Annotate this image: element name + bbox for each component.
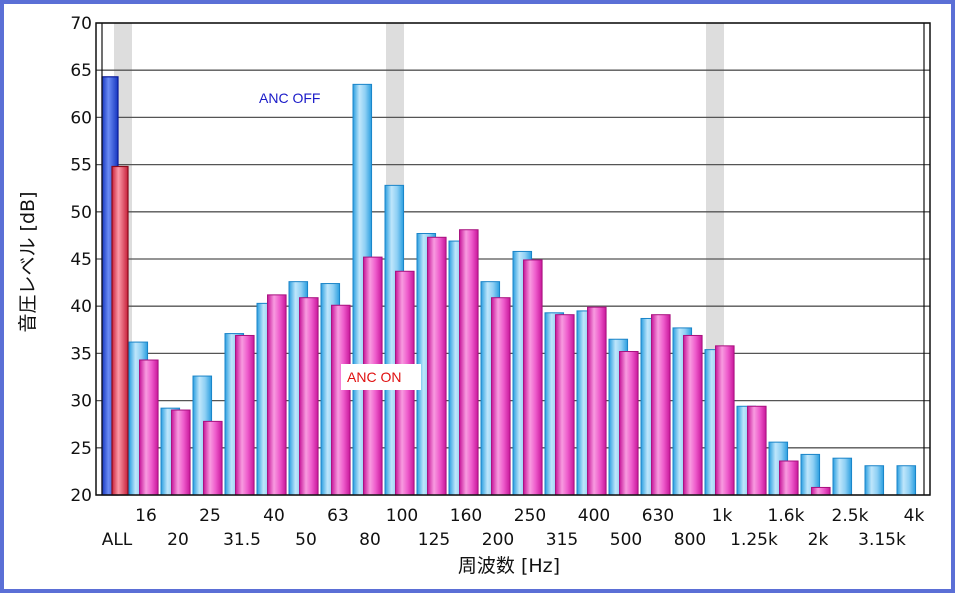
bar-anc-on	[299, 297, 319, 496]
x-tick-label: 4k	[904, 506, 925, 526]
y-tick-label: 25	[70, 439, 92, 459]
bar-anc-on	[203, 420, 223, 496]
bar-anc-on	[171, 409, 191, 496]
bar-anc-on	[811, 486, 831, 496]
x-tick-label: 800	[674, 530, 706, 550]
bar-anc-on	[235, 334, 255, 496]
bar-anc-off	[832, 457, 853, 496]
x-tick-label: 16	[135, 506, 157, 526]
y-tick-label: 65	[70, 61, 92, 81]
y-tick-label: 30	[70, 392, 92, 412]
bar-anc-on	[459, 229, 479, 496]
x-tick-label: 31.5	[223, 530, 261, 550]
x-tick-label: 500	[610, 530, 642, 550]
x-tick-label: 2k	[808, 530, 829, 550]
bar-anc-on	[747, 405, 767, 496]
x-tick-label: 2.5k	[832, 506, 869, 526]
y-axis-label: 音圧レベル [dB]	[17, 192, 39, 333]
bar-anc-on	[523, 259, 543, 496]
bar-anc-on	[587, 306, 607, 496]
bar-anc-on	[651, 314, 671, 496]
annotation-anc-on-box	[341, 364, 421, 390]
x-tick-label: 80	[359, 530, 381, 550]
x-tick-label: 250	[514, 506, 546, 526]
x-tick-label: 200	[482, 530, 514, 550]
y-tick-label: 35	[70, 344, 92, 364]
bar-anc-on	[491, 297, 511, 496]
bar-anc-on	[619, 351, 639, 496]
x-tick-label: 1.25k	[730, 530, 778, 550]
bar-anc-on	[683, 334, 703, 496]
x-tick-label: 125	[418, 530, 450, 550]
annotation-anc-on: ANC ON	[347, 369, 401, 385]
annotation-anc-off: ANC OFF	[259, 90, 320, 106]
bar-anc-on	[715, 345, 735, 496]
x-tick-label: 50	[295, 530, 317, 550]
y-tick-label: 70	[70, 14, 92, 34]
bar-anc-off	[896, 465, 917, 496]
bar-anc-on	[111, 165, 129, 496]
x-tick-label: 100	[386, 506, 418, 526]
y-tick-label: 45	[70, 250, 92, 270]
x-tick-label: 160	[450, 506, 482, 526]
x-tick-label: 1k	[712, 506, 733, 526]
x-tick-label: 1.6k	[768, 506, 805, 526]
x-tick-label: 25	[199, 506, 221, 526]
x-tick-label: 40	[263, 506, 285, 526]
bar-anc-on	[331, 304, 351, 496]
bar-anc-on	[779, 460, 799, 496]
x-tick-label: 630	[642, 506, 674, 526]
bar-anc-on	[555, 314, 575, 496]
plot-border	[95, 22, 931, 496]
x-tick-label: 315	[546, 530, 578, 550]
bar-anc-on	[139, 359, 159, 496]
x-tick-label: ALL	[102, 530, 133, 550]
x-tick-label: 20	[167, 530, 189, 550]
y-tick-label: 40	[70, 297, 92, 317]
y-tick-label: 60	[70, 108, 92, 128]
x-axis-label: 周波数 [Hz]	[458, 555, 560, 577]
y-tick-label: 55	[70, 156, 92, 176]
x-tick-label: 3.15k	[858, 530, 906, 550]
bar-anc-off	[864, 465, 885, 496]
x-tick-label: 400	[578, 506, 610, 526]
bar-anc-on	[267, 294, 287, 496]
x-tick-label: 63	[327, 506, 349, 526]
y-tick-label: 20	[70, 486, 92, 506]
bar-anc-on	[427, 236, 447, 496]
y-tick-label: 50	[70, 203, 92, 223]
